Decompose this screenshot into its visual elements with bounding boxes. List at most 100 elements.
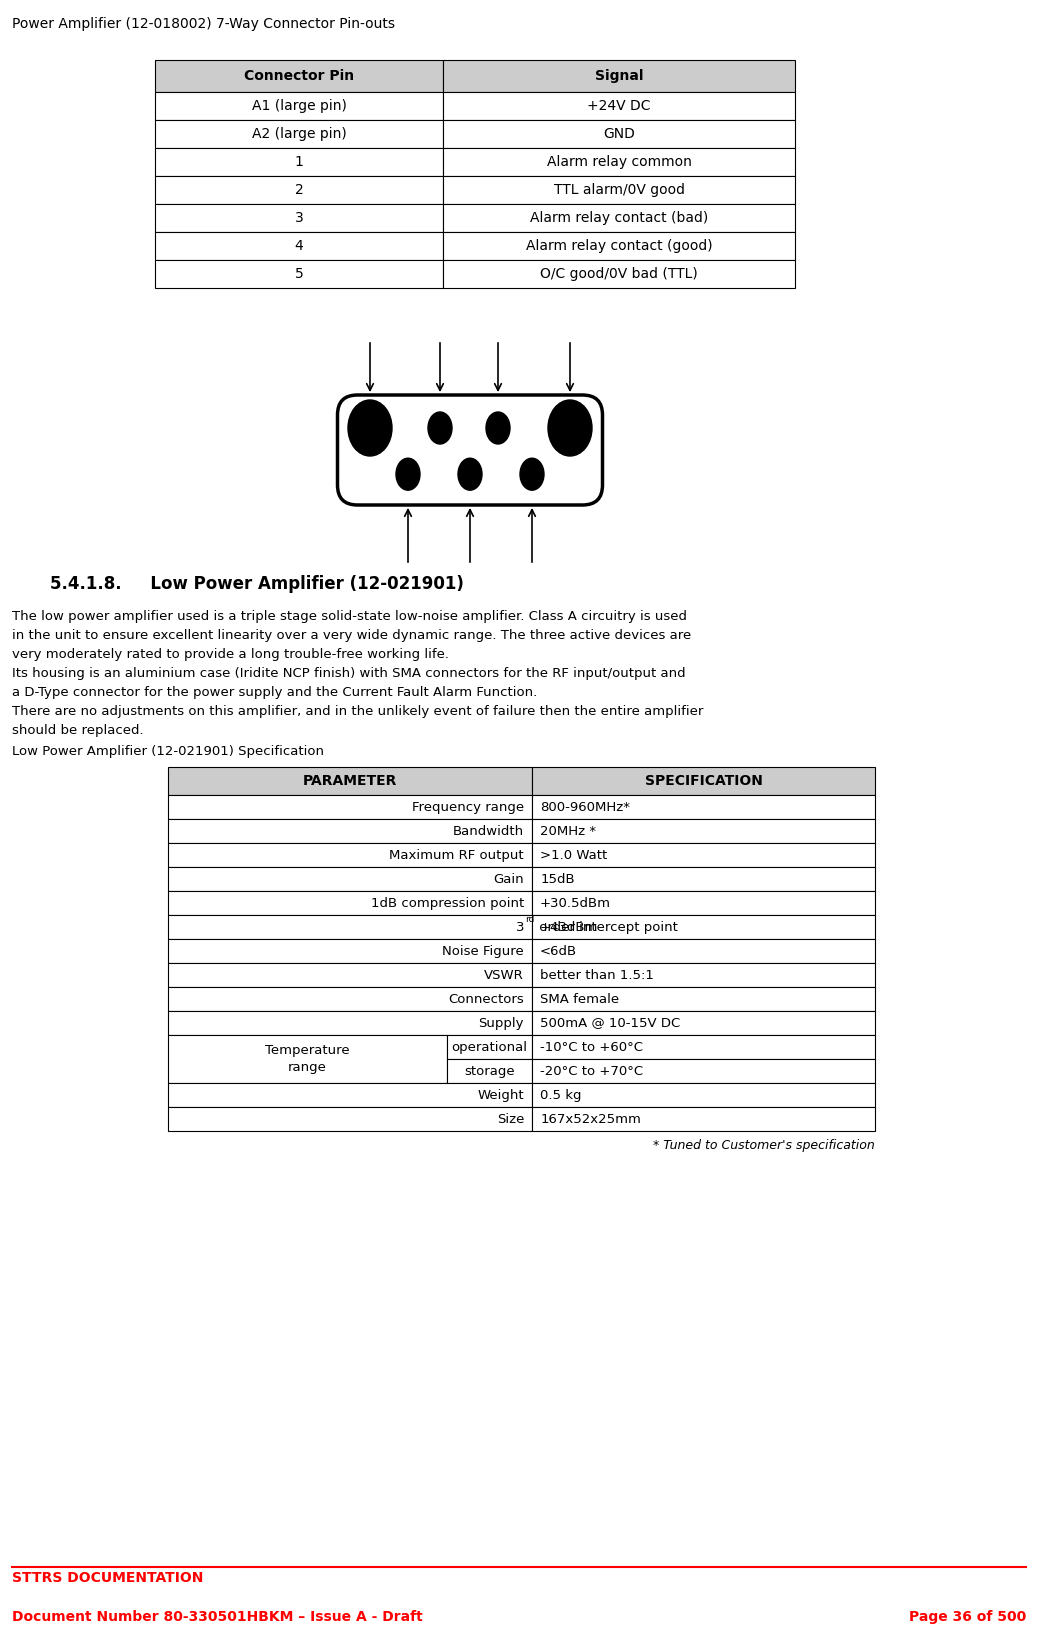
Bar	[155, 232, 443, 260]
Bar	[155, 260, 443, 288]
Bar	[155, 149, 443, 177]
Bar	[532, 963, 875, 988]
Bar	[532, 767, 875, 795]
Text: 2: 2	[295, 183, 303, 196]
Bar	[532, 1035, 875, 1059]
Bar	[532, 988, 875, 1010]
Bar	[443, 119, 795, 149]
Bar	[168, 819, 532, 844]
Text: should be replaced.: should be replaced.	[12, 724, 143, 737]
Text: >1.0 Watt: >1.0 Watt	[540, 849, 607, 862]
Text: SMA female: SMA female	[540, 992, 620, 1006]
Bar	[532, 795, 875, 819]
Text: Low Power Amplifier (12-021901) Specification: Low Power Amplifier (12-021901) Specific…	[12, 746, 324, 759]
Bar	[168, 867, 532, 891]
Bar	[168, 1107, 532, 1131]
Bar	[532, 1082, 875, 1107]
Text: Frequency range: Frequency range	[412, 801, 524, 814]
Text: Power Amplifier (12-018002) 7-Way Connector Pin-outs: Power Amplifier (12-018002) 7-Way Connec…	[12, 16, 395, 31]
Text: 3: 3	[516, 921, 524, 934]
Text: VSWR: VSWR	[485, 968, 524, 981]
Bar	[532, 891, 875, 916]
Text: A2 (large pin): A2 (large pin)	[251, 128, 347, 141]
Bar	[155, 177, 443, 204]
Ellipse shape	[458, 458, 482, 490]
Text: -10°C to +60°C: -10°C to +60°C	[540, 1040, 644, 1053]
Text: Weight: Weight	[477, 1089, 524, 1102]
Text: Size: Size	[497, 1112, 524, 1125]
Text: Alarm relay contact (good): Alarm relay contact (good)	[525, 239, 712, 253]
Bar	[168, 938, 532, 963]
Text: 1dB compression point: 1dB compression point	[371, 896, 524, 909]
Bar	[168, 844, 532, 867]
Text: Noise Figure: Noise Figure	[442, 945, 524, 958]
Text: * Tuned to Customer's specification: * Tuned to Customer's specification	[653, 1140, 875, 1153]
Bar	[532, 819, 875, 844]
Text: Connectors: Connectors	[448, 992, 524, 1006]
Text: rd: rd	[525, 914, 535, 924]
Text: Document Number 80-330501HBKM – Issue A - Draft: Document Number 80-330501HBKM – Issue A …	[12, 1610, 422, 1624]
Text: 1: 1	[295, 155, 303, 168]
Bar	[443, 260, 795, 288]
Bar	[447, 1035, 532, 1059]
Bar	[168, 767, 532, 795]
Text: Its housing is an aluminium case (Iridite NCP finish) with SMA connectors for th: Its housing is an aluminium case (Iridit…	[12, 667, 686, 680]
Text: Page 36 of 500: Page 36 of 500	[908, 1610, 1026, 1624]
Text: O/C good/0V bad (TTL): O/C good/0V bad (TTL)	[540, 267, 698, 281]
Text: +43dBm: +43dBm	[540, 921, 599, 934]
Text: 15dB: 15dB	[540, 873, 575, 886]
Text: a D-Type connector for the power supply and the Current Fault Alarm Function.: a D-Type connector for the power supply …	[12, 687, 538, 700]
Bar	[168, 1082, 532, 1107]
Ellipse shape	[348, 401, 392, 456]
Text: 500mA @ 10-15V DC: 500mA @ 10-15V DC	[540, 1017, 680, 1030]
Ellipse shape	[486, 412, 510, 445]
Text: Alarm relay common: Alarm relay common	[547, 155, 691, 168]
Text: The low power amplifier used is a triple stage solid-state low-noise amplifier. : The low power amplifier used is a triple…	[12, 610, 687, 623]
Bar	[443, 92, 795, 119]
Text: <6dB: <6dB	[540, 945, 577, 958]
Text: 800-960MHz*: 800-960MHz*	[540, 801, 630, 814]
Text: 4: 4	[295, 239, 303, 253]
Bar	[155, 60, 443, 92]
Text: Connector Pin: Connector Pin	[244, 69, 354, 83]
Text: Alarm relay contact (bad): Alarm relay contact (bad)	[529, 211, 708, 226]
Bar	[155, 119, 443, 149]
Bar	[532, 938, 875, 963]
Text: better than 1.5:1: better than 1.5:1	[540, 968, 654, 981]
Text: order intercept point: order intercept point	[536, 921, 678, 934]
Text: -20°C to +70°C: -20°C to +70°C	[540, 1064, 644, 1077]
Text: +24V DC: +24V DC	[588, 100, 651, 113]
Bar	[168, 963, 532, 988]
Text: Signal: Signal	[595, 69, 644, 83]
Text: Temperature
range: Temperature range	[266, 1045, 350, 1074]
FancyBboxPatch shape	[337, 396, 602, 505]
Text: 3: 3	[295, 211, 303, 226]
Text: STTRS DOCUMENTATION: STTRS DOCUMENTATION	[12, 1571, 203, 1584]
Text: SPECIFICATION: SPECIFICATION	[645, 773, 763, 788]
Text: TTL alarm/0V good: TTL alarm/0V good	[553, 183, 684, 196]
Text: A1 (large pin): A1 (large pin)	[251, 100, 347, 113]
Text: +30.5dBm: +30.5dBm	[540, 896, 611, 909]
Bar	[532, 844, 875, 867]
Text: Bandwidth: Bandwidth	[453, 824, 524, 837]
Bar	[155, 204, 443, 232]
Text: Supply: Supply	[479, 1017, 524, 1030]
Ellipse shape	[548, 401, 592, 456]
Bar	[155, 92, 443, 119]
Text: 20MHz *: 20MHz *	[540, 824, 596, 837]
Ellipse shape	[520, 458, 544, 490]
Bar	[443, 149, 795, 177]
Bar	[168, 988, 532, 1010]
Bar	[532, 916, 875, 938]
Text: Maximum RF output: Maximum RF output	[389, 849, 524, 862]
Text: in the unit to ensure excellent linearity over a very wide dynamic range. The th: in the unit to ensure excellent linearit…	[12, 629, 691, 643]
Bar	[168, 1010, 532, 1035]
Bar	[532, 1010, 875, 1035]
Text: GND: GND	[603, 128, 635, 141]
Text: PARAMETER: PARAMETER	[303, 773, 398, 788]
Text: 0.5 kg: 0.5 kg	[540, 1089, 581, 1102]
Bar	[532, 867, 875, 891]
Bar	[443, 204, 795, 232]
Bar	[168, 1035, 447, 1082]
Ellipse shape	[428, 412, 452, 445]
